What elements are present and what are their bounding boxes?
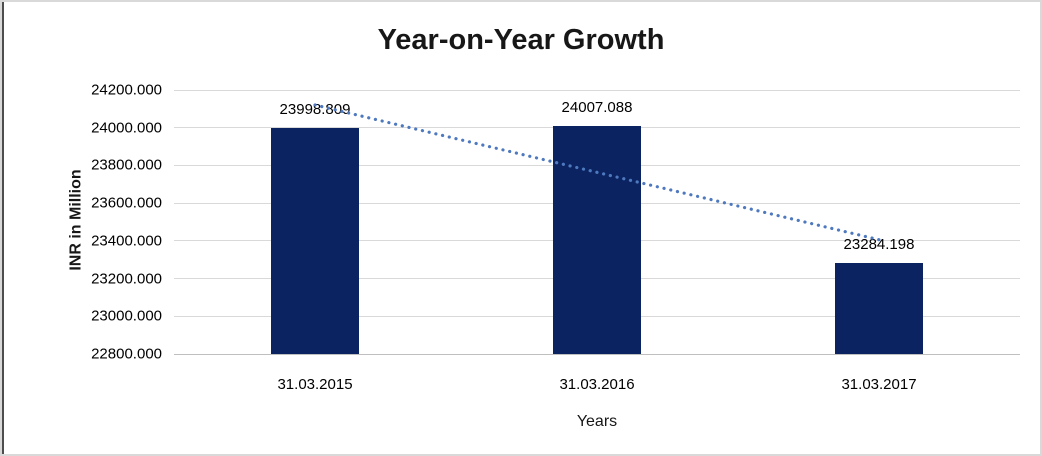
bar-31.03.2015[interactable]	[271, 127, 359, 354]
x-axis-tick-labels: 31.03.2015 31.03.2016 31.03.2017	[174, 354, 1020, 394]
y-tick-label: 22800.000	[91, 345, 162, 363]
bar-31.03.2016[interactable]	[553, 126, 641, 354]
y-tick-label: 23600.000	[91, 194, 162, 212]
y-tick-label: 24000.000	[91, 119, 162, 137]
y-tick-label: 24200.000	[91, 81, 162, 99]
x-axis-title: Years	[576, 413, 618, 430]
x-tick-label: 31.03.2017	[841, 376, 917, 393]
chart-title: Year-on-Year Growth	[377, 24, 665, 56]
window-left-edge	[2, 2, 4, 454]
bar-data-label: 23998.809	[279, 100, 351, 118]
bar-data-label: 23284.198	[843, 235, 915, 253]
x-axis-line	[174, 353, 1020, 355]
bar-data-label: 24007.088	[561, 99, 633, 117]
plot-area: 23998.809 24007.088 23284.198	[174, 89, 1020, 355]
gridline	[174, 89, 1020, 91]
x-tick-label: 31.03.2015	[277, 376, 353, 393]
y-tick-label: 23000.000	[91, 307, 162, 325]
x-tick-label: 31.03.2016	[559, 376, 635, 393]
y-axis-tick-labels: 24200.000 24000.000 23800.000 23600.000 2340…	[52, 82, 162, 363]
bar-31.03.2017[interactable]	[835, 262, 923, 354]
y-tick-label: 23400.000	[91, 232, 162, 250]
y-tick-label: 23800.000	[91, 156, 162, 174]
y-tick-label: 23200.000	[91, 270, 162, 288]
